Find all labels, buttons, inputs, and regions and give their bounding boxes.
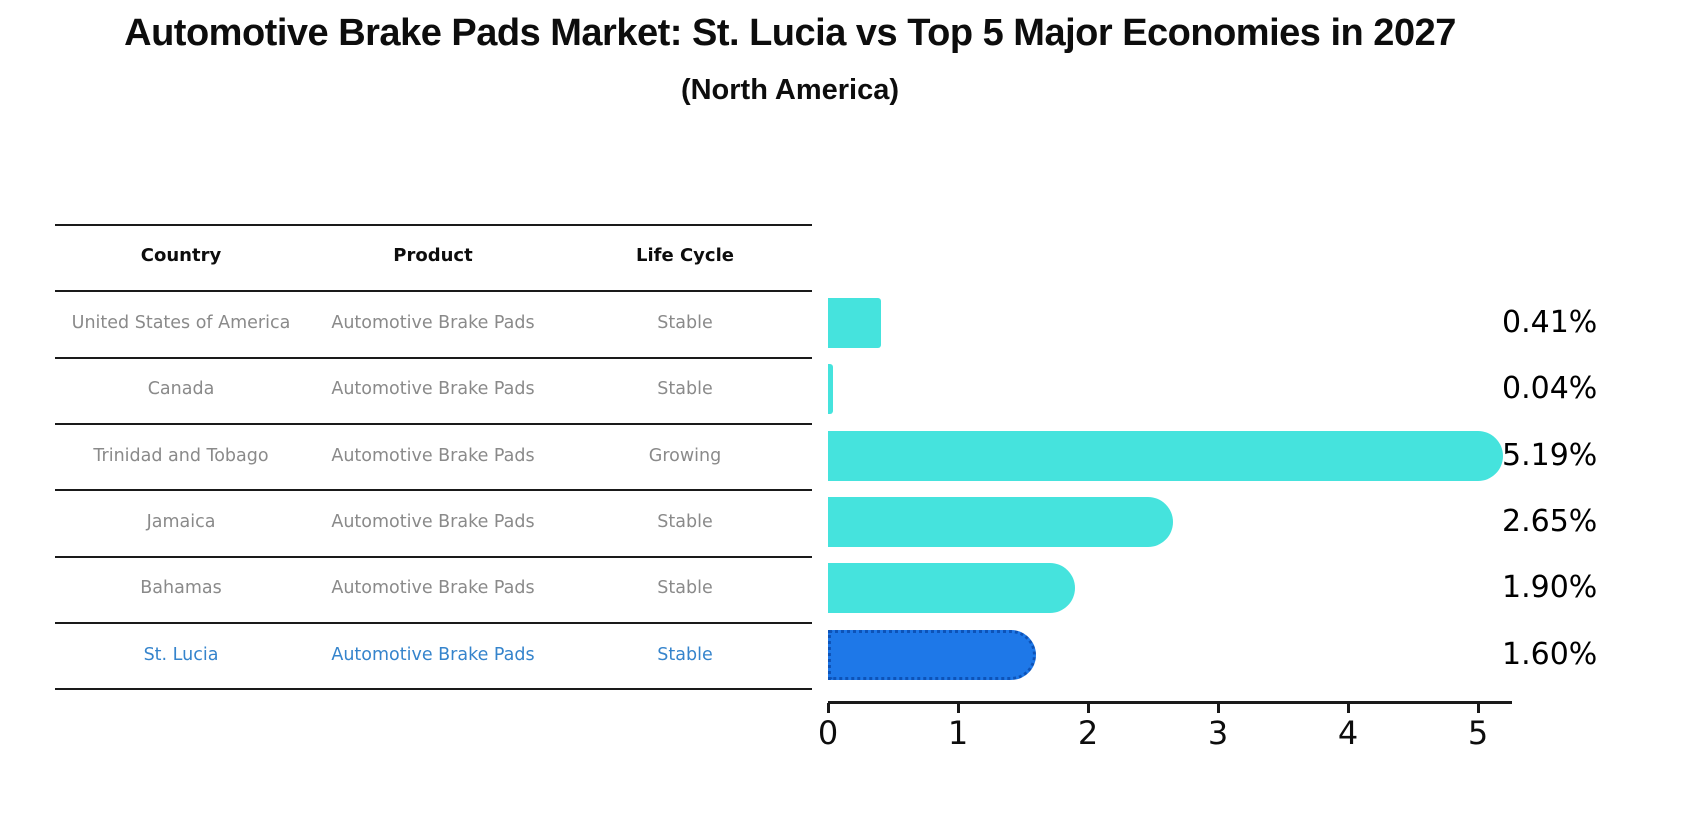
bar bbox=[828, 430, 1503, 481]
bar bbox=[828, 298, 882, 348]
table-rule bbox=[55, 555, 812, 558]
table-cell-lifecycle: Stable bbox=[657, 644, 713, 665]
table-cell-product: Automotive Brake Pads bbox=[331, 644, 535, 665]
table-cell-lifecycle: Stable bbox=[657, 313, 713, 333]
table-cell-country: St. Lucia bbox=[143, 644, 219, 665]
table-rule bbox=[55, 688, 812, 691]
bar bbox=[828, 496, 1173, 547]
bar-value-label: 0.41% bbox=[1502, 305, 1598, 340]
table-rule bbox=[55, 489, 812, 492]
x-axis-tick bbox=[827, 703, 830, 713]
table-rule bbox=[55, 422, 812, 425]
x-axis-tick-label: 2 bbox=[1077, 714, 1099, 752]
x-axis-tick-label: 3 bbox=[1207, 714, 1229, 752]
table-cell-country: Trinidad and Tobago bbox=[93, 445, 269, 466]
table-cell-product: Automotive Brake Pads bbox=[331, 578, 535, 599]
table-cell-country: Bahamas bbox=[140, 578, 222, 599]
chart-subtitle: (North America) bbox=[680, 74, 900, 106]
x-axis-tick-label: 1 bbox=[947, 714, 969, 752]
table-cell-product: Automotive Brake Pads bbox=[331, 445, 535, 466]
table-header-country: Country bbox=[140, 245, 222, 266]
bar bbox=[828, 563, 1075, 614]
x-axis-tick-label: 4 bbox=[1337, 714, 1359, 752]
table-header-lifecycle: Life Cycle bbox=[636, 245, 734, 266]
x-axis-tick bbox=[1477, 703, 1480, 713]
table-cell-product: Automotive Brake Pads bbox=[331, 313, 535, 333]
table-rule bbox=[55, 621, 812, 624]
table-cell-product: Automotive Brake Pads bbox=[331, 511, 535, 532]
bar-value-label: 1.90% bbox=[1502, 570, 1598, 606]
table-cell-country: Canada bbox=[147, 379, 215, 400]
table-cell-product: Automotive Brake Pads bbox=[331, 379, 535, 400]
table-cell-lifecycle: Stable bbox=[657, 511, 713, 532]
table-cell-country: Jamaica bbox=[146, 511, 216, 532]
table-cell-country: United States of America bbox=[71, 313, 291, 333]
bar-value-label: 5.19% bbox=[1502, 437, 1598, 473]
x-axis-tick bbox=[957, 703, 960, 713]
table-cell-lifecycle: Growing bbox=[648, 445, 722, 466]
table-rule bbox=[55, 224, 812, 226]
bar-highlight-st-lucia bbox=[828, 629, 1036, 680]
bar bbox=[828, 364, 834, 415]
x-axis-tick-label: 0 bbox=[817, 714, 839, 752]
table-cell-lifecycle: Stable bbox=[657, 578, 713, 599]
x-axis-tick bbox=[1087, 703, 1090, 713]
x-axis-tick-label: 5 bbox=[1467, 714, 1489, 752]
x-axis-tick bbox=[1347, 703, 1350, 713]
bar-value-label: 1.60% bbox=[1502, 636, 1598, 672]
chart-title: Automotive Brake Pads Market: St. Lucia … bbox=[124, 12, 1456, 54]
table-rule bbox=[55, 356, 812, 359]
x-axis-line bbox=[828, 701, 1512, 704]
table-header-product: Product bbox=[393, 245, 473, 266]
table-rule bbox=[55, 290, 812, 293]
table-cell-lifecycle: Stable bbox=[657, 379, 713, 400]
x-axis-tick bbox=[1217, 703, 1220, 713]
bar-value-label: 2.65% bbox=[1502, 503, 1598, 539]
bar-value-label: 0.04% bbox=[1502, 371, 1598, 407]
